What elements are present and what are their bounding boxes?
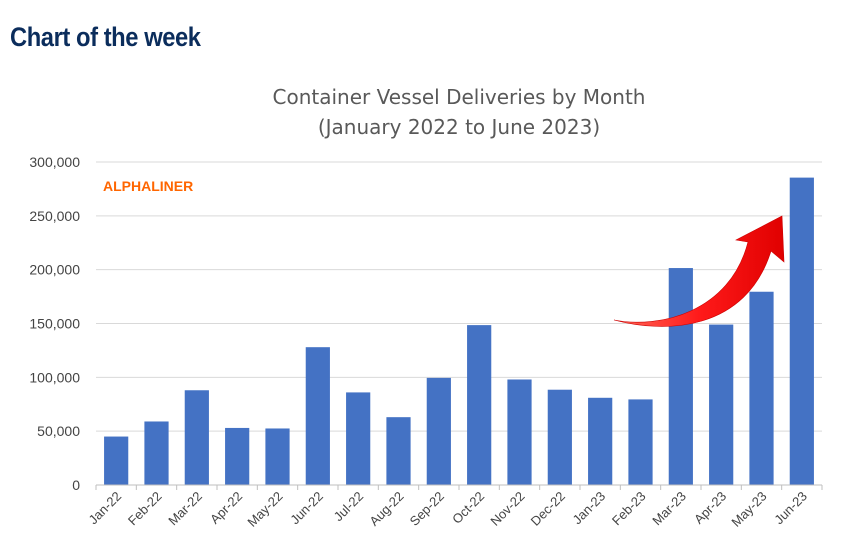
x-axis (95, 484, 823, 490)
bar (346, 392, 371, 485)
x-tick-label: Jan-22 (86, 489, 125, 528)
bar (184, 390, 209, 485)
x-tick-label: Feb-22 (125, 489, 165, 529)
trend-arrow-icon (613, 215, 785, 327)
x-tick-label: Oct-22 (449, 489, 487, 527)
bar (265, 428, 290, 485)
chart-title: Container Vessel Deliveries by Month (272, 85, 646, 109)
y-tick-label: 200,000 (29, 262, 80, 278)
y-tick-label: 50,000 (37, 423, 80, 439)
bar (144, 421, 169, 485)
x-tick-label: Jun-22 (287, 489, 326, 528)
bar (426, 377, 451, 485)
y-tick-label: 100,000 (29, 369, 80, 385)
y-tick-label: 0 (72, 477, 80, 493)
x-tick-label: Apr-23 (691, 489, 729, 527)
chart-title-block: Container Vessel Deliveries by Month (Ja… (96, 82, 822, 142)
x-tick-label: Jul-22 (331, 489, 367, 525)
y-tick-label: 150,000 (29, 316, 80, 332)
bar (104, 436, 129, 485)
bar (668, 268, 693, 485)
bar (467, 325, 492, 485)
x-tick-label: Mar-22 (165, 489, 205, 529)
x-tick-label: Nov-22 (487, 489, 527, 529)
x-tick-label: May-23 (728, 489, 769, 530)
watermark: ALPHALINER (103, 178, 193, 194)
x-tick-label: Feb-23 (609, 489, 649, 529)
gridlines (96, 161, 822, 432)
x-tick-label: Jun-23 (771, 489, 810, 528)
bar (789, 177, 814, 485)
bar (386, 417, 411, 485)
bars (104, 177, 814, 485)
y-tick-label: 300,000 (29, 154, 80, 170)
bar (588, 397, 613, 485)
x-axis-ticks: Jan-22 Feb-22 Mar-22 Apr-22 May-22 Jun-22 Jul-… (86, 489, 810, 530)
page-header: Chart of the week (10, 22, 201, 52)
bar (628, 399, 653, 485)
x-tick-label: Jan-23 (570, 489, 609, 528)
x-tick-label: Dec-22 (528, 489, 568, 529)
x-tick-label: May-22 (244, 489, 285, 530)
y-axis-ticks: 0 50,000 100,000 150,000 200,000 250,000 300,0… (29, 154, 80, 493)
x-tick-label: Sep-22 (407, 489, 447, 529)
bar (305, 347, 330, 485)
bar (547, 389, 572, 485)
x-tick-label: Apr-22 (207, 489, 245, 527)
bar (749, 291, 774, 485)
bar (507, 379, 532, 485)
x-tick-label: Aug-22 (366, 489, 406, 529)
x-tick-label: Mar-23 (649, 489, 689, 529)
chart-subtitle: (January 2022 to June 2023) (317, 115, 601, 139)
bar (709, 324, 734, 485)
y-tick-label: 250,000 (29, 208, 80, 224)
bar (225, 427, 250, 485)
